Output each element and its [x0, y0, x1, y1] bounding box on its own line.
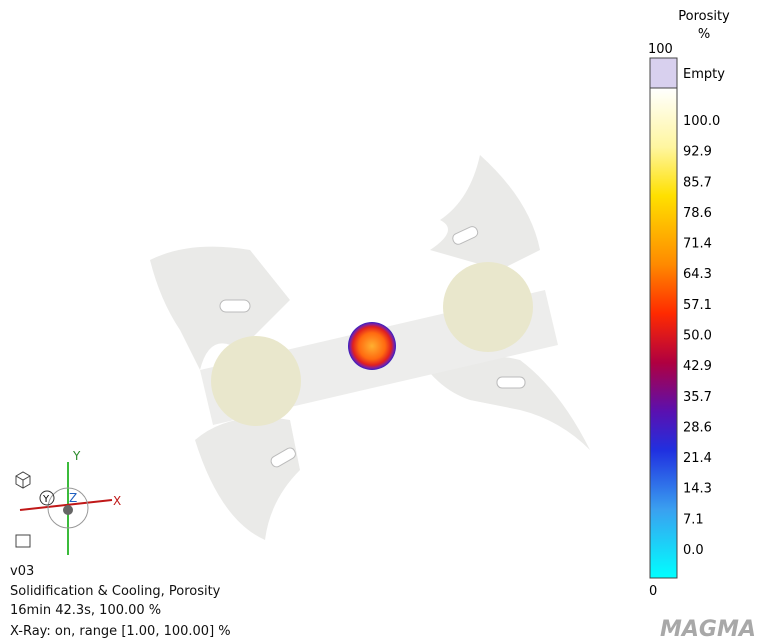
viewport: Porosity % 100 Empty 0 100.0 92.9 85.7 78.6… — [0, 0, 764, 643]
hole — [220, 300, 250, 312]
legend-empty: Empty — [683, 67, 725, 82]
legend-tick: 28.6 — [683, 420, 712, 435]
legend-tick: 64.3 — [683, 267, 712, 282]
legend-title: Porosity — [678, 9, 730, 24]
legend-tick: 100.0 — [683, 114, 720, 129]
hole — [497, 377, 525, 388]
legend-ticks: 100.0 92.9 85.7 78.6 71.4 64.3 57.1 50.0 42.9 35.… — [683, 114, 720, 558]
logo: MAGMA — [660, 617, 756, 642]
process: Solidification & Cooling, Porosity — [10, 584, 220, 599]
axis-x: X — [113, 494, 121, 508]
legend-unit: % — [698, 27, 710, 42]
legend-tick: 78.6 — [683, 206, 712, 221]
scene: Porosity % 100 Empty 0 100.0 92.9 85.7 78.6… — [0, 0, 764, 643]
legend-tick: 14.3 — [683, 482, 712, 497]
fit-icon[interactable] — [16, 535, 30, 547]
legend-tick: 0.0 — [683, 543, 704, 558]
xray: X-Ray: on, range [1.00, 100.00] % — [10, 624, 231, 639]
legend-tick: 35.7 — [683, 390, 712, 405]
legend-tick: 92.9 — [683, 145, 712, 160]
legend-tick: 21.4 — [683, 451, 712, 466]
feeder — [443, 262, 533, 352]
porosity-spot — [348, 322, 396, 370]
legend-tick: 71.4 — [683, 237, 712, 252]
color-scale — [650, 88, 677, 578]
axis-triad: Y X Z Y — [16, 449, 121, 555]
axis-view: Y — [42, 494, 50, 505]
legend-tick: 7.1 — [683, 512, 704, 527]
version: v03 — [10, 564, 34, 579]
axis-z: Z — [69, 491, 77, 505]
legend-tick: 42.9 — [683, 359, 712, 374]
axis-y: Y — [72, 449, 81, 463]
legend-tick: 50.0 — [683, 329, 712, 344]
view-cube-icon[interactable] — [16, 472, 30, 488]
empty-swatch — [650, 58, 677, 88]
time: 16min 42.3s, 100.00 % — [10, 603, 161, 618]
legend-tick: 57.1 — [683, 298, 712, 313]
feeder — [211, 336, 301, 426]
legend-min: 0 — [649, 584, 657, 599]
legend-max: 100 — [648, 42, 673, 57]
legend-tick: 85.7 — [683, 175, 712, 190]
